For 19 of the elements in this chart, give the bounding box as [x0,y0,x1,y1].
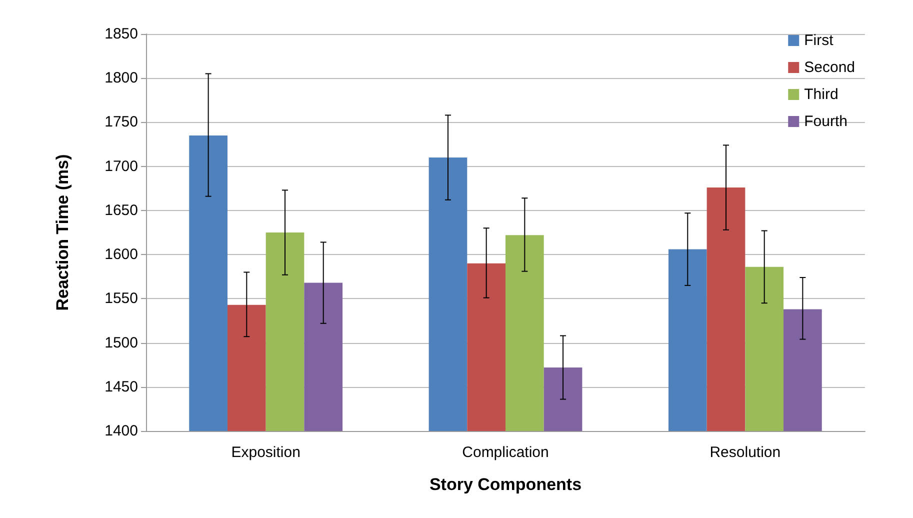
x-tick-label: Exposition [231,444,300,461]
legend-label: Second [804,59,855,76]
y-tick-label: 1500 [104,334,138,352]
y-tick-label: 1850 [104,26,138,42]
y-tick-label: 1700 [104,158,138,175]
x-axis-title: Story Components [429,475,582,494]
y-tick-label: 1650 [104,202,138,219]
x-tick-label: Complication [462,444,549,461]
y-tick-label: 1550 [104,290,138,308]
y-tick-label: 1600 [104,246,138,264]
legend-label: Fourth [804,113,848,130]
legend-label: Third [804,86,838,103]
y-tick-label: 1800 [104,70,138,87]
x-tick-label: Resolution [710,444,781,461]
y-axis-title: Reaction Time (ms) [53,154,72,311]
y-tick-label: 1450 [104,378,138,396]
legend-label: First [804,32,834,49]
y-tick-label: 1750 [104,114,138,131]
y-tick-label: 1400 [104,422,138,440]
